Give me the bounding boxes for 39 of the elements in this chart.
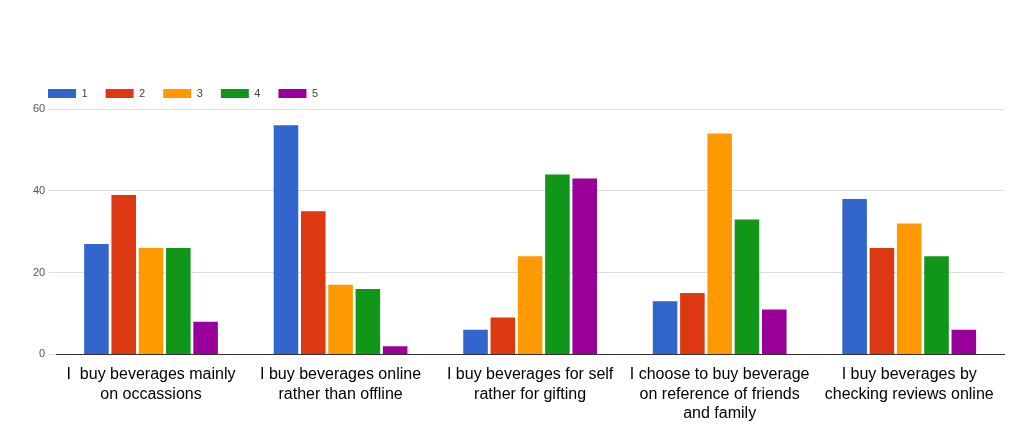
y-tick-label: 60	[32, 102, 46, 115]
bar	[84, 243, 109, 354]
bar	[707, 133, 732, 354]
bar	[517, 256, 543, 354]
x-tick-label: I buy beverages online rather than offline	[260, 365, 422, 402]
bar	[652, 301, 678, 354]
bar	[842, 198, 867, 354]
bar	[869, 248, 895, 354]
bar	[734, 219, 760, 354]
y-tick-label: 40	[32, 183, 46, 196]
bar	[572, 178, 597, 354]
y-tick-label: 20	[32, 265, 46, 278]
x-tick-label: I buy beverages by checking reviews online	[824, 365, 994, 402]
bar	[896, 223, 922, 354]
x-tick-label: I buy beverages mainly on occassions	[66, 365, 236, 402]
y-tick-label: 0	[39, 347, 46, 360]
x-tick-label: I buy beverages for self rather for gifting	[446, 365, 614, 402]
bar	[545, 174, 570, 354]
bar	[193, 321, 218, 354]
bar	[138, 248, 164, 354]
legend-label: 3	[196, 86, 203, 99]
bar	[951, 329, 977, 354]
bar	[300, 211, 326, 354]
bar	[680, 293, 705, 354]
bar	[273, 125, 299, 354]
legend-label: 2	[139, 86, 146, 99]
bar	[382, 346, 408, 354]
bar	[328, 284, 353, 354]
bar	[166, 248, 191, 354]
legend-label: 5	[311, 86, 319, 99]
legend-label: 4	[254, 86, 261, 99]
bar	[463, 329, 488, 354]
bar	[761, 309, 787, 354]
bar	[490, 317, 516, 354]
bar	[924, 256, 949, 354]
legend-label: 1	[81, 86, 88, 99]
bar	[355, 288, 381, 354]
bar	[111, 194, 136, 354]
x-tick-label: I choose to buy beverage on reference of friends and family	[629, 365, 810, 421]
